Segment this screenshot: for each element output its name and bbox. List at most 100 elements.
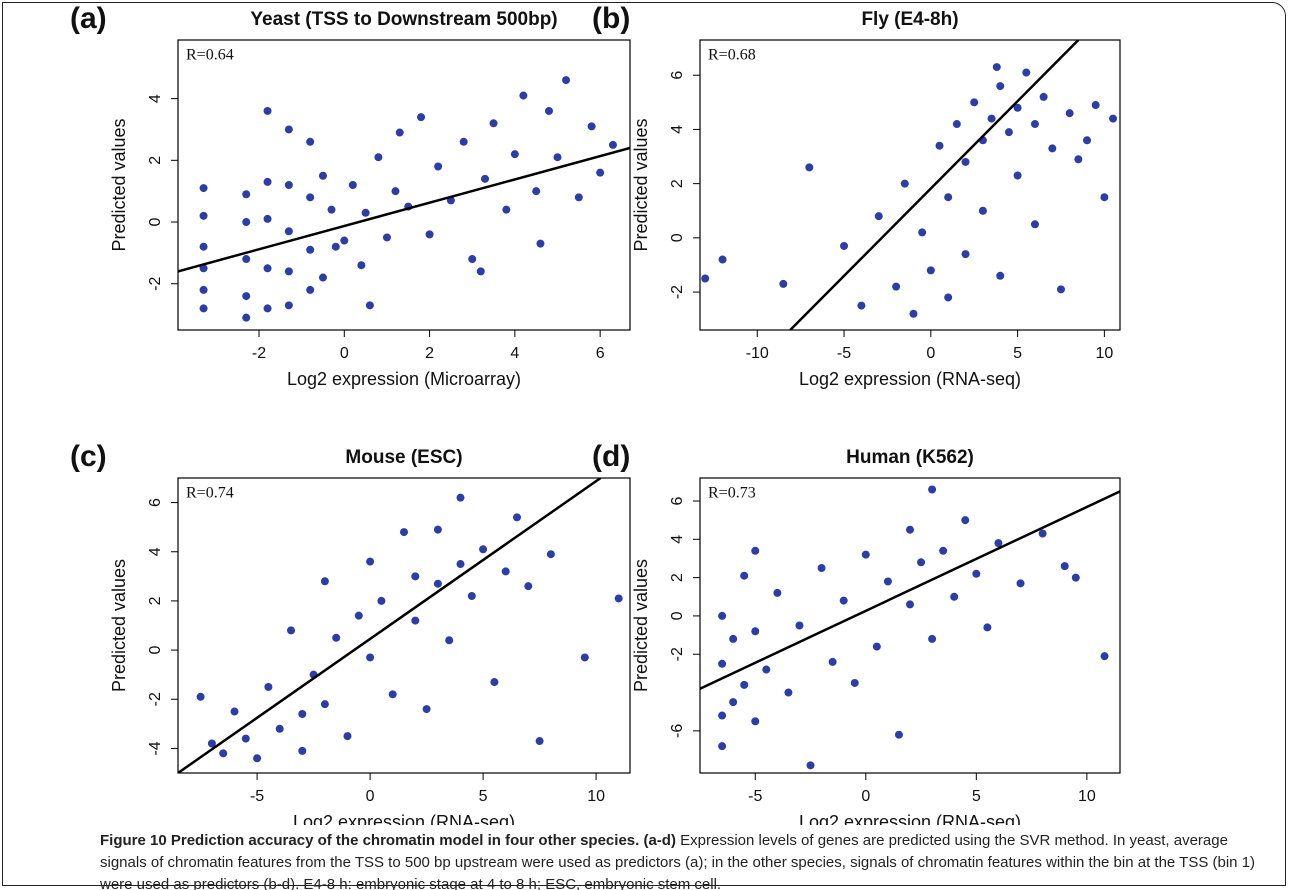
data-point: [230, 707, 239, 716]
data-point: [456, 493, 465, 502]
data-point: [1109, 114, 1118, 123]
panel-label: (d): [592, 440, 630, 473]
data-point: [1030, 220, 1039, 229]
panel: (b) Fly (E4-8h) Log2 expression (RNA-seq) P…: [592, 2, 1121, 389]
caption: Figure 10 Prediction accuracy of the chr…: [100, 830, 1275, 890]
data-point: [263, 214, 272, 223]
data-point: [207, 739, 216, 748]
chart-title: Mouse (ESC): [345, 447, 462, 468]
data-point: [284, 181, 293, 189]
data-point: [1048, 144, 1057, 153]
data-point: [740, 571, 749, 580]
data-point: [1071, 573, 1080, 582]
data-point: [806, 761, 815, 770]
data-point: [952, 120, 961, 129]
data-point: [199, 211, 208, 220]
fit-line: [789, 40, 1080, 330]
x-tick-label: 5: [479, 788, 488, 805]
data-point: [400, 528, 408, 537]
y-tick-label: -2: [147, 692, 164, 706]
data-point: [784, 688, 793, 697]
data-point: [306, 285, 315, 294]
plot-frame: [699, 39, 1121, 331]
y-tick-label: 6: [669, 496, 686, 505]
data-point: [574, 193, 583, 202]
data-point: [502, 205, 511, 214]
data-point: [773, 588, 782, 597]
data-point: [596, 168, 605, 177]
data-point: [510, 150, 519, 159]
panel-label: (b): [592, 2, 630, 35]
data-point: [987, 114, 996, 123]
data-point: [306, 245, 315, 254]
data-point: [992, 63, 1001, 72]
data-point: [199, 304, 208, 313]
data-point: [562, 76, 571, 85]
data-point: [318, 273, 327, 282]
data-point: [1038, 529, 1047, 538]
x-tick-label: 0: [861, 788, 870, 805]
data-point: [850, 678, 859, 687]
data-point: [434, 162, 443, 171]
data-point: [320, 577, 329, 586]
annotation: R=0.64: [186, 47, 234, 64]
data-point: [332, 633, 341, 642]
chart-title: Fly (E4-8h): [861, 9, 958, 30]
data-point: [287, 626, 295, 635]
data-point: [489, 119, 498, 128]
data-point: [275, 724, 284, 733]
x-tick-label: 10: [1078, 788, 1096, 805]
data-point: [894, 730, 903, 739]
data-point: [729, 698, 738, 707]
y-tick-label: -2: [669, 647, 686, 661]
data-point: [926, 266, 935, 275]
data-point: [608, 140, 617, 149]
data-point: [327, 205, 336, 214]
data-point: [241, 734, 250, 743]
data-point: [950, 592, 959, 601]
y-tick-label: 2: [147, 156, 164, 165]
data-point: [284, 227, 293, 236]
figure-panels: (a) Yeast (TSS to Downstream 500bp) Log2 e…: [70, 2, 1121, 825]
caption-title: Figure 10 Prediction accuracy of the chr…: [100, 832, 640, 849]
data-point: [935, 141, 944, 150]
data-point: [374, 153, 383, 162]
x-tick-label: 6: [596, 345, 605, 362]
y-tick-label: 0: [147, 217, 164, 226]
data-point: [388, 690, 397, 699]
data-point: [983, 623, 992, 632]
data-point: [994, 539, 1003, 548]
data-point: [535, 737, 544, 746]
fit-line: [700, 490, 1120, 690]
data-point: [459, 137, 468, 146]
x-axis-label: Log2 expression (Microarray): [287, 369, 521, 389]
data-point: [490, 678, 499, 687]
data-point: [476, 267, 485, 276]
data-point: [1016, 579, 1025, 588]
y-tick-label: 6: [669, 71, 686, 80]
data-point: [481, 174, 490, 183]
x-tick-label: -5: [748, 788, 762, 805]
data-point: [961, 516, 970, 525]
data-point: [366, 557, 375, 566]
x-tick-label: -5: [837, 345, 851, 362]
annotation: R=0.73: [708, 485, 756, 502]
y-tick-label: 4: [147, 94, 164, 103]
data-point: [740, 680, 749, 689]
data-point: [532, 187, 541, 196]
data-point: [284, 125, 293, 134]
data-point: [718, 711, 727, 720]
data-point: [306, 193, 315, 202]
data-point: [1013, 171, 1022, 180]
data-point: [263, 264, 272, 273]
annotation: R=0.74: [186, 485, 234, 502]
data-point: [445, 636, 454, 645]
data-point: [298, 746, 307, 755]
data-point: [196, 692, 205, 701]
x-tick-label: 0: [926, 345, 935, 362]
data-point: [1100, 652, 1109, 661]
data-point: [751, 546, 760, 555]
data-point: [996, 82, 1005, 91]
data-point: [718, 742, 727, 751]
data-point: [906, 600, 914, 609]
